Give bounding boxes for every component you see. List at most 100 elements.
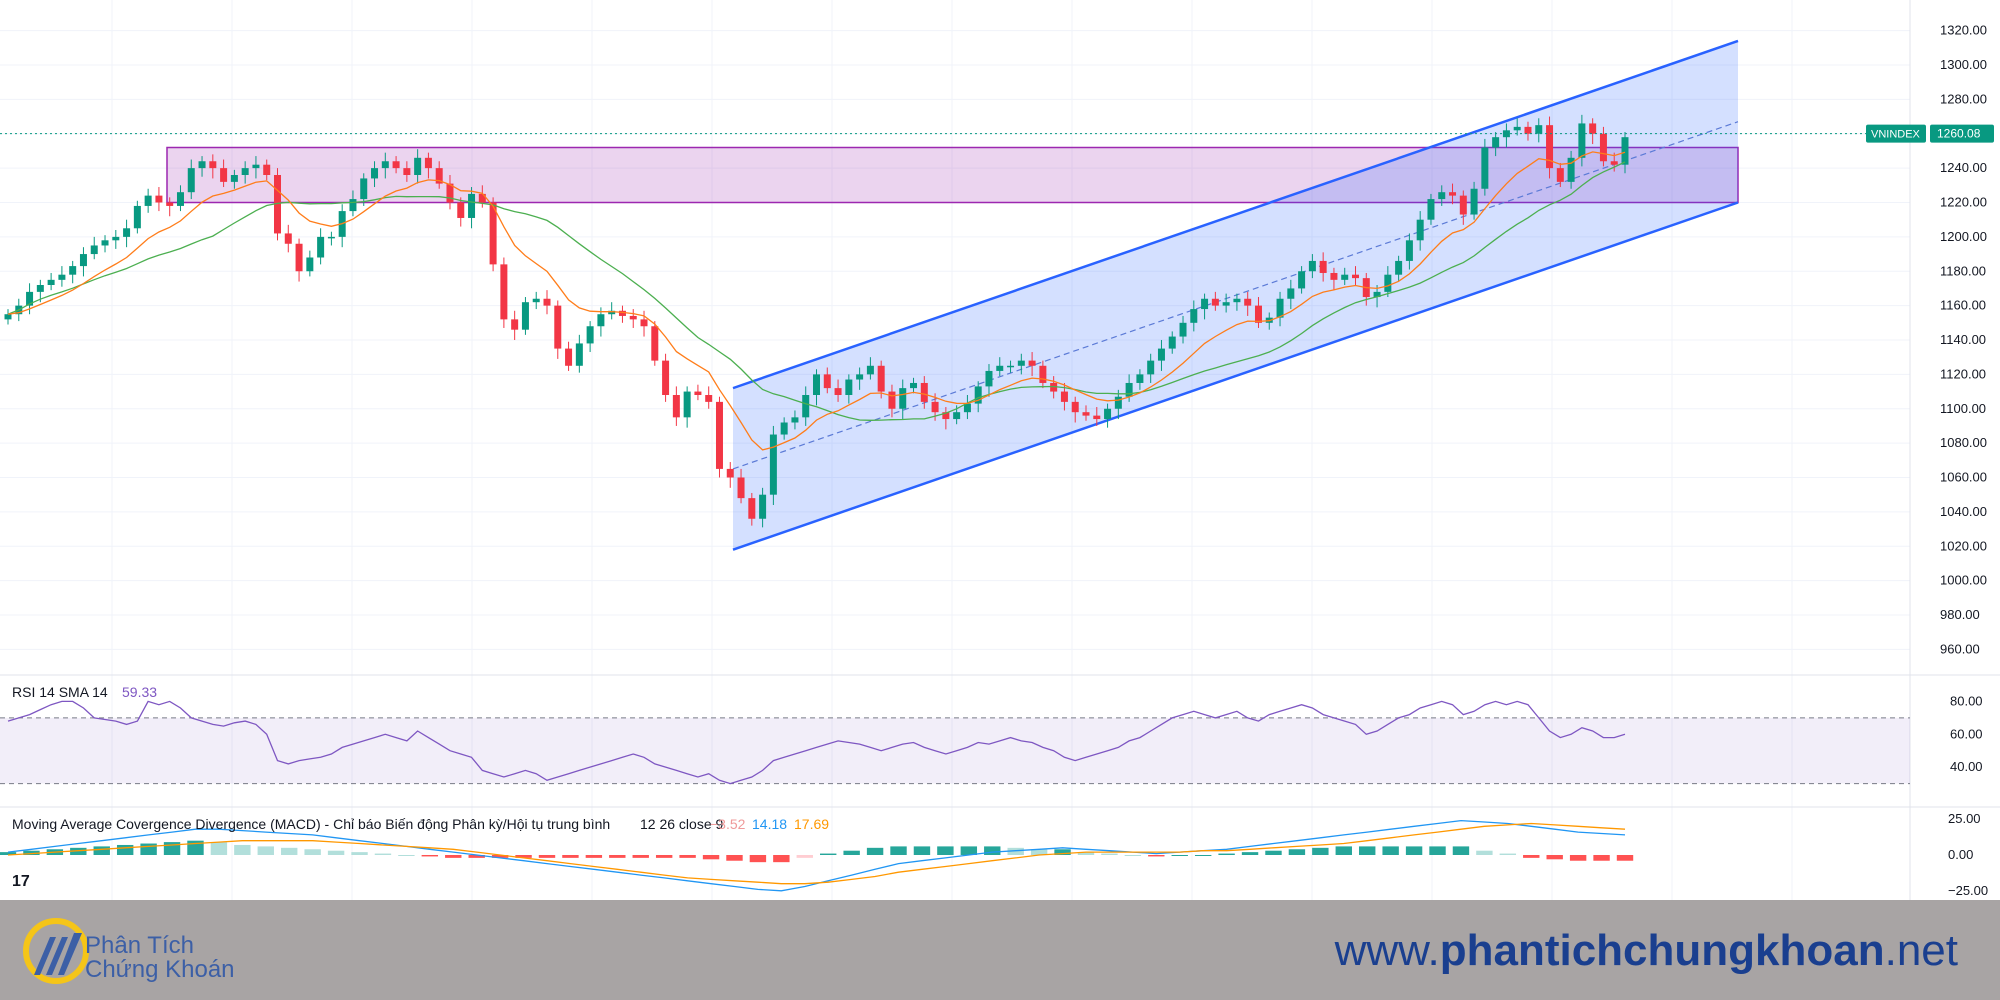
macd-tick-label: −25.00	[1948, 883, 1988, 898]
macd-histogram-bar	[515, 855, 532, 858]
price-tick-label: 1020.00	[1940, 538, 1987, 553]
macd-histogram-bar	[491, 855, 509, 858]
candle-body	[1028, 360, 1036, 366]
price-tick-label: 1080.00	[1940, 435, 1987, 450]
last-price-tag	[1930, 124, 1994, 143]
macd-histogram-bar	[116, 844, 134, 855]
candle-body	[166, 202, 174, 206]
macd-histogram-bar	[1054, 849, 1071, 855]
symbol-tag-label: VNINDEX	[1871, 129, 1921, 141]
rsi-tick-label: 40.00	[1950, 759, 1983, 774]
rsi-pane[interactable]: 80.00 60.00 40.00	[0, 693, 1983, 785]
macd-histogram-bar	[1241, 852, 1259, 855]
macd-histogram-bar	[1405, 846, 1423, 855]
price-tick-label: 1120.00	[1940, 366, 1986, 381]
candle-body	[101, 240, 109, 246]
price-pane[interactable]	[0, 39, 1910, 551]
candle-body	[963, 403, 971, 413]
brand-line-1: Phân Tích	[85, 932, 194, 959]
candle-body	[220, 168, 228, 182]
candle-body	[1395, 260, 1403, 275]
price-tick-label: 1100.00	[1940, 401, 1986, 416]
macd-tick-label: 0.00	[1948, 847, 1973, 862]
rsi-tick-label: 80.00	[1950, 693, 1983, 708]
macd-histogram-bar	[702, 855, 720, 860]
candle-body	[79, 254, 87, 267]
candle-body	[4, 314, 12, 320]
macd-histogram-bar	[609, 855, 626, 858]
candle-body	[1017, 360, 1025, 366]
candle-body	[888, 391, 896, 409]
candle-body	[608, 310, 616, 315]
macd-histogram-bar	[140, 843, 157, 855]
sma20-line	[7, 161, 1626, 421]
candle-body	[1438, 192, 1446, 200]
site-suffix: .net	[1884, 926, 1958, 975]
macd-pane[interactable]: 25.00 0.00 −25.00	[0, 811, 1988, 898]
candle-body	[791, 417, 799, 423]
candle-body	[1621, 137, 1629, 165]
macd-histogram-bar	[304, 849, 321, 855]
macd-histogram-bar	[1429, 846, 1446, 855]
candle-body	[1104, 408, 1112, 420]
candle-body	[392, 161, 400, 169]
candle-body	[360, 178, 368, 200]
candle-body	[662, 360, 670, 395]
candle-body	[414, 157, 422, 175]
price-tick-label: 1200.00	[1940, 229, 1987, 244]
candle-body	[618, 310, 626, 316]
brand-line-2: Chứng Khoán	[85, 956, 235, 983]
candle-body	[1459, 195, 1467, 215]
candle-body	[1276, 298, 1284, 318]
candle-body	[36, 285, 44, 292]
candle-body	[1427, 199, 1435, 220]
candle-body	[1157, 348, 1165, 361]
candle-body	[1481, 147, 1489, 189]
website-url[interactable]: www.phantichchungkhoan.net	[1335, 926, 1958, 976]
channel-median	[732, 121, 1739, 470]
macd-histogram-bar	[445, 855, 462, 858]
candle-body	[920, 382, 928, 402]
candle-body	[1254, 305, 1262, 323]
tradingview-logo[interactable]: 17	[12, 873, 30, 891]
candle-body	[1233, 298, 1241, 303]
candle-body	[69, 266, 77, 275]
macd-histogram-bar	[257, 846, 274, 855]
macd-histogram-bar	[1171, 855, 1188, 856]
candle-body	[209, 161, 217, 169]
macd-histogram-bar	[234, 844, 251, 855]
candle-body	[511, 319, 519, 330]
candle-body	[274, 175, 281, 234]
candle-body	[1492, 137, 1500, 148]
candle-body	[575, 343, 583, 366]
macd-histogram-bar	[820, 853, 837, 855]
channel-upper	[732, 39, 1739, 390]
price-tick-label: 1040.00	[1940, 504, 1987, 519]
macd-histogram-bar	[1077, 852, 1095, 855]
macd-histogram-bar	[1593, 855, 1610, 861]
channel-lower	[732, 201, 1739, 551]
candle-body	[317, 236, 325, 258]
candle-body	[1114, 396, 1122, 409]
macd-histogram-bar	[796, 855, 813, 858]
candle-body	[910, 382, 918, 389]
tradingview-logo-text: 17	[12, 873, 30, 890]
candle-body	[90, 245, 98, 255]
macd-histogram-bar	[23, 850, 40, 855]
candle-body	[996, 365, 1004, 371]
candle-body	[1599, 133, 1607, 162]
candle-body	[1147, 360, 1155, 375]
macd-histogram-bar	[1312, 847, 1329, 855]
candle-body	[241, 168, 249, 175]
candle-body	[586, 326, 594, 344]
price-axis[interactable]: 1320.001300.001280.001260.001240.001220.…	[1866, 23, 1994, 657]
price-tick-label: 1160.00	[1940, 298, 1986, 313]
macd-histogram-bar	[1265, 850, 1282, 855]
macd-histogram-bar	[327, 850, 345, 855]
candle-body	[478, 193, 486, 203]
macd-histogram-bar	[374, 853, 392, 855]
candle-body	[306, 257, 314, 272]
macd-histogram-bar	[1288, 849, 1306, 855]
candle-body	[1513, 126, 1521, 131]
candle-body	[112, 236, 120, 241]
